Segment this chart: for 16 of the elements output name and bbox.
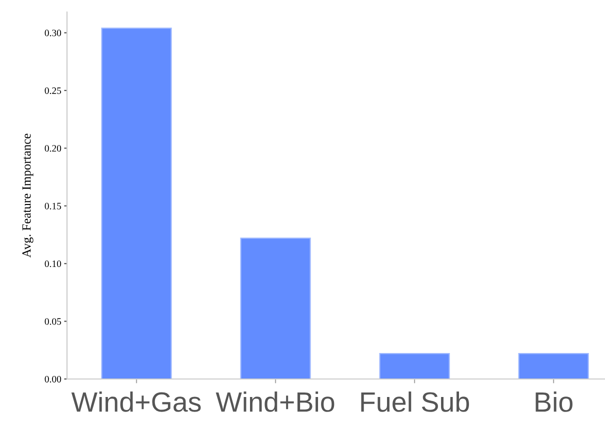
y-tick-label: 0.20 <box>44 145 62 152</box>
bar <box>379 353 450 379</box>
y-tick-label: 0.00 <box>44 376 62 383</box>
bar <box>240 238 311 379</box>
y-tick-label: 0.05 <box>44 318 62 325</box>
y-tick-label: 0.25 <box>44 87 62 94</box>
y-tick-label: 0.10 <box>44 260 62 268</box>
bar <box>518 353 589 379</box>
bar <box>101 28 172 379</box>
y-tick-label: 0.15 <box>44 202 62 210</box>
x-tick-label: Bio <box>536 392 572 412</box>
y-tick-label: 0.30 <box>44 30 62 36</box>
x-tick-label: Wind+Gas <box>71 392 201 412</box>
x-tick-label: Wind+Bio <box>216 392 334 412</box>
x-tick-label: Fuel Sub <box>361 392 469 412</box>
y-axis-title: Avg. Feature Importance <box>22 134 34 258</box>
